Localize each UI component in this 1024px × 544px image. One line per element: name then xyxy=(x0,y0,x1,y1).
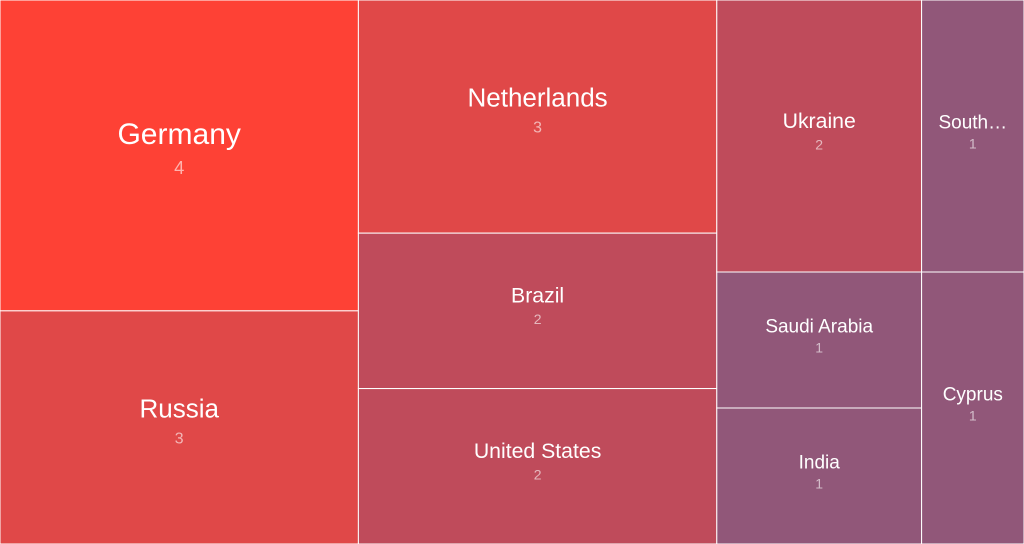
tile-value: 2 xyxy=(534,311,542,327)
tile xyxy=(357,0,718,234)
tile-value: 4 xyxy=(174,157,184,178)
tile-label: Netherlands xyxy=(467,83,607,113)
tile-label: Cyprus xyxy=(943,385,1003,406)
tile xyxy=(357,388,718,544)
tile-label: Ukraine xyxy=(783,109,856,133)
tile-label: Saudi Arabia xyxy=(765,317,873,338)
tile xyxy=(357,232,718,390)
tile-value: 3 xyxy=(533,119,542,136)
tile-label: Germany xyxy=(117,118,241,151)
tile-value: 2 xyxy=(815,136,823,152)
tile-label: Russia xyxy=(139,393,219,423)
tile-label: United States xyxy=(474,439,601,463)
tile xyxy=(716,0,923,273)
tile-label: Brazil xyxy=(511,284,564,308)
tile-value: 2 xyxy=(534,467,542,483)
tile xyxy=(921,271,1024,544)
tile-value: 1 xyxy=(969,407,977,423)
tile-label: India xyxy=(799,453,841,474)
tile xyxy=(716,271,923,409)
tile-value: 3 xyxy=(175,430,184,447)
tile-value: 1 xyxy=(969,135,977,151)
tile-label: South… xyxy=(938,113,1007,134)
tile xyxy=(0,310,359,544)
tile xyxy=(0,0,359,312)
tile xyxy=(716,407,923,544)
tile-value: 1 xyxy=(815,475,823,491)
tile-value: 1 xyxy=(815,339,823,355)
